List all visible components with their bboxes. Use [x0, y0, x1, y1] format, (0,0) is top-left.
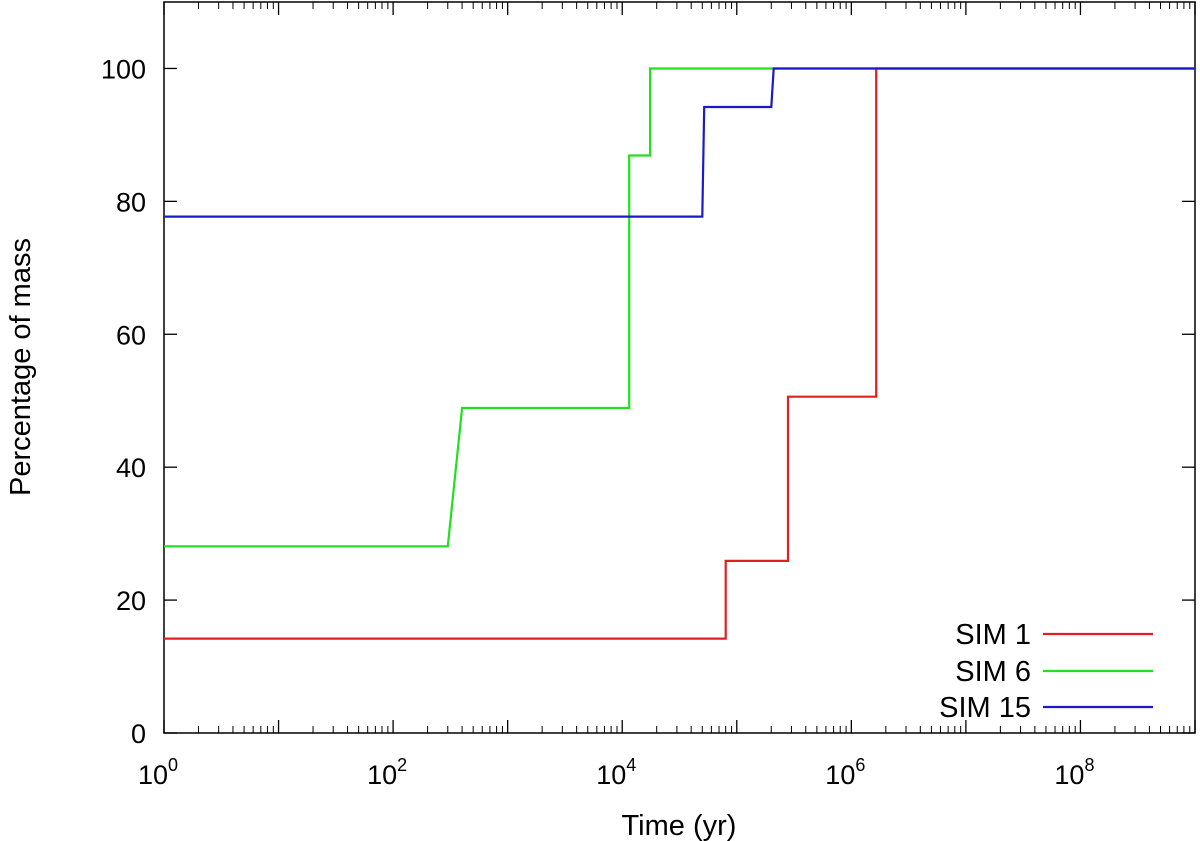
x-tick-label: 102 — [367, 755, 407, 790]
series-group — [164, 67, 1195, 640]
y-tick-label: 60 — [116, 320, 146, 350]
legend: SIM 1 SIM 6 SIM 15 — [939, 619, 1153, 724]
y-tick-label: 80 — [116, 187, 146, 217]
y-tick-label: 40 — [116, 453, 146, 483]
legend-label: SIM 1 — [955, 619, 1031, 651]
x-tick-label: 100 — [138, 755, 178, 790]
x-tick-label: 108 — [1054, 755, 1094, 790]
x-tick-label: 104 — [596, 755, 636, 790]
series-line-1 — [164, 67, 1195, 548]
x-axis-title: Time (yr) — [622, 810, 737, 841]
axis-ticks — [163, 2, 1196, 734]
x-tick-label: 106 — [825, 755, 865, 790]
legend-label: SIM 15 — [939, 692, 1031, 724]
plot-frame — [163, 1, 1196, 734]
y-axis-title: Percentage of mass — [5, 238, 37, 496]
y-tick-label: 20 — [116, 586, 146, 616]
y-tick-label: 100 — [101, 54, 146, 84]
legend-label: SIM 6 — [955, 656, 1031, 688]
y-tick-label: 0 — [131, 719, 146, 749]
series-line-2 — [164, 67, 1195, 218]
axis-tick-labels: 100 102 104 106 108 0 20 40 60 80 100 — [101, 54, 1095, 790]
series-line-0 — [164, 67, 1195, 640]
